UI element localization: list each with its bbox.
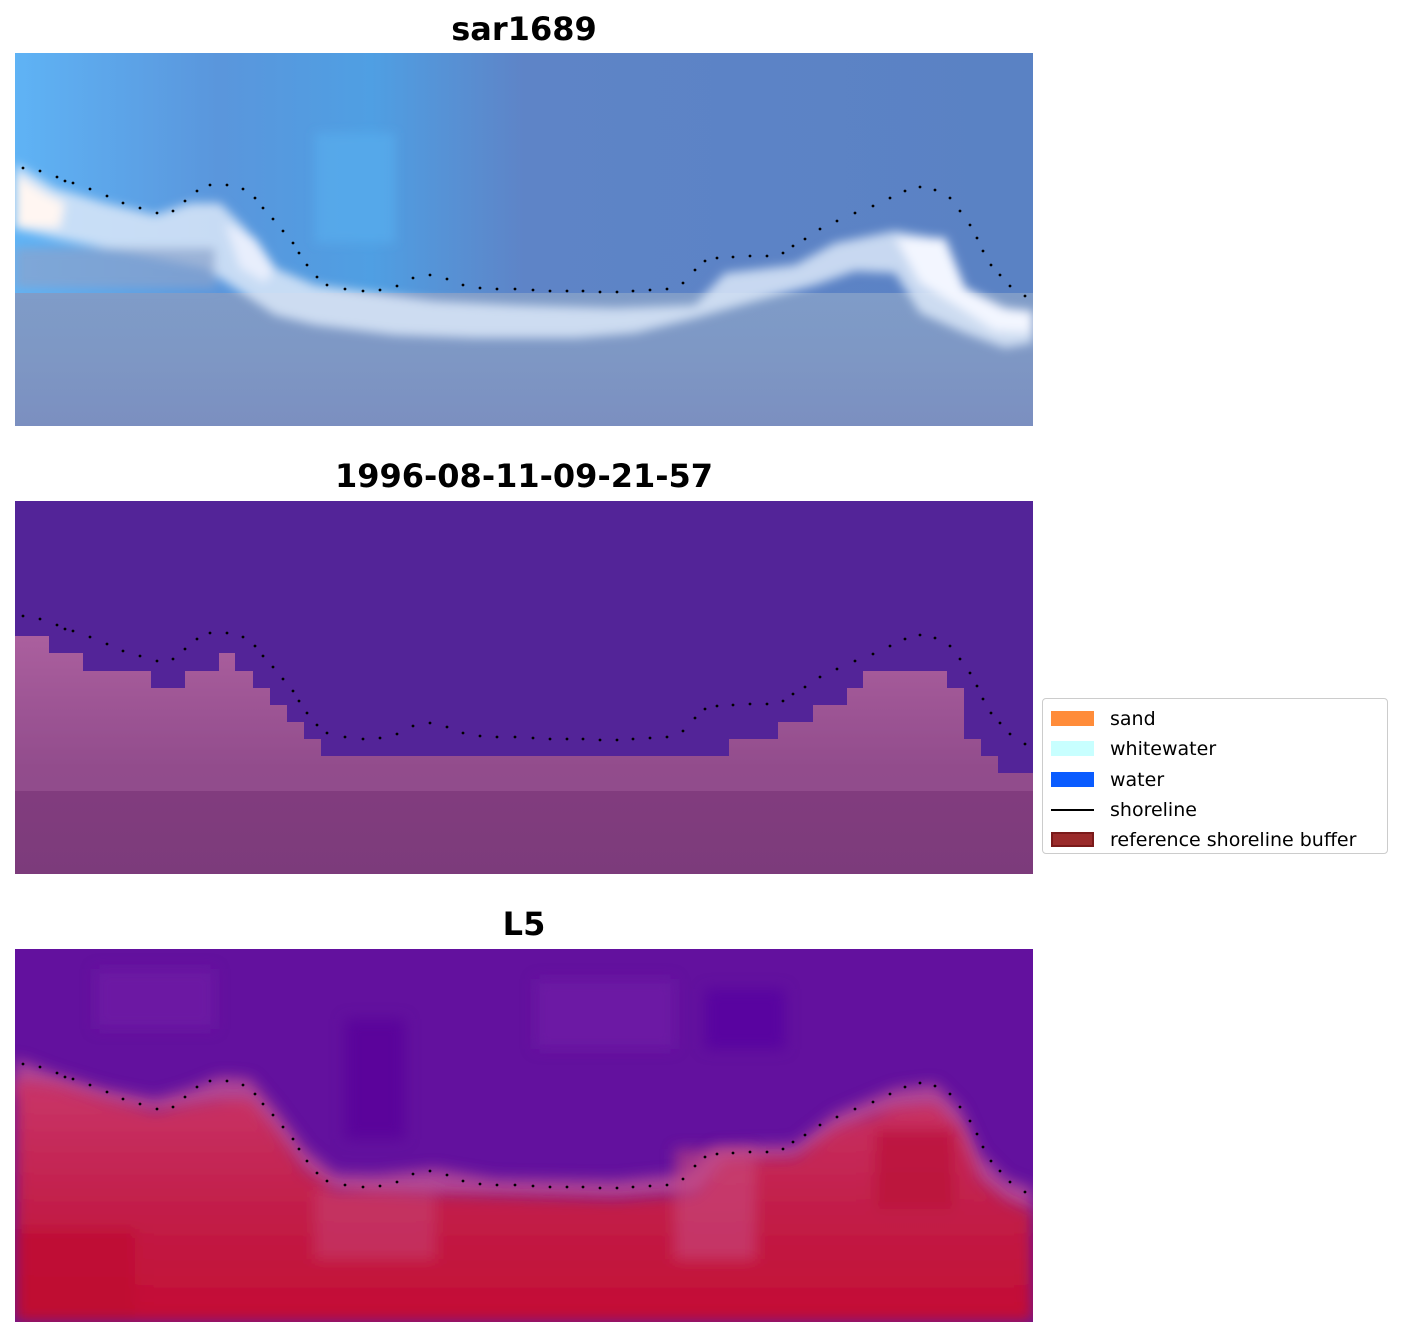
legend-item-shoreline: shoreline <box>1043 795 1387 825</box>
darkred-patch-icon <box>1051 832 1094 848</box>
classified-image <box>15 501 1033 874</box>
shoreline-dots <box>21 166 1027 298</box>
legend-label: reference shoreline buffer <box>1110 829 1357 852</box>
black-line-icon <box>1051 808 1094 811</box>
legend-label: sand <box>1110 708 1156 730</box>
legend-label: water <box>1110 768 1165 791</box>
legend-item-water: water <box>1043 765 1387 795</box>
panel-title-classified: 1996-08-11-09-21-57 <box>334 457 714 495</box>
classified-image-panel <box>15 501 1033 874</box>
legend: sand whitewater water shoreline referenc… <box>1042 698 1388 854</box>
legend-label: shoreline <box>1110 798 1197 821</box>
orange-patch-icon <box>1051 711 1094 726</box>
shoreline-dots <box>21 614 1027 746</box>
legend-item-sand: sand <box>1043 704 1387 734</box>
index-image <box>15 949 1033 1322</box>
legend-label: whitewater <box>1110 738 1217 761</box>
shoreline-dots <box>21 1062 1027 1194</box>
panel-title-index: L5 <box>502 905 546 943</box>
legend-item-reference-shoreline-buffer: reference shoreline buffer <box>1043 825 1387 855</box>
index-image-panel <box>15 949 1033 1322</box>
rgb-image-panel <box>15 53 1033 426</box>
legend-item-whitewater: whitewater <box>1043 734 1387 764</box>
cyan-patch-icon <box>1051 741 1094 757</box>
panel-title-rgb: sar1689 <box>451 10 597 48</box>
blue-patch-icon <box>1051 771 1094 787</box>
rgb-image <box>15 53 1033 426</box>
